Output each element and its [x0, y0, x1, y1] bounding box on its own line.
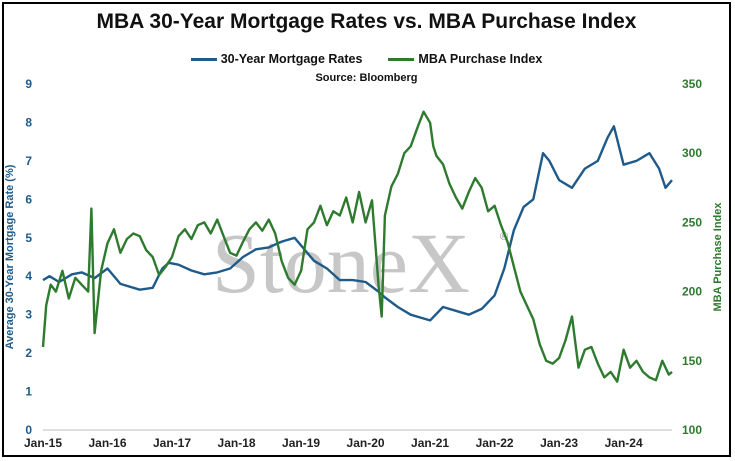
y-left-tick-label: 4 — [25, 269, 32, 283]
x-tick-label: Jan-21 — [411, 436, 449, 450]
watermark-text: StoneX — [212, 215, 470, 311]
legend-label-mortgage: 30-Year Mortgage Rates — [220, 52, 363, 66]
legend-swatch-purchase — [388, 57, 415, 61]
y-left-tick-label: 0 — [25, 423, 32, 437]
y-left-tick-label: 1 — [25, 385, 32, 399]
y-right-tick-label: 100 — [682, 423, 702, 437]
series-group — [41, 110, 673, 383]
y-right-tick-label: 350 — [682, 77, 702, 91]
x-tick-label: Jan-19 — [282, 436, 320, 450]
legend-item-purchase: MBA Purchase Index — [388, 52, 542, 66]
chart-legend: 30-Year Mortgage Rates MBA Purchase Inde… — [4, 52, 729, 66]
y-right-tick-label: 250 — [682, 215, 702, 229]
y-right-tick-label: 200 — [682, 285, 702, 299]
legend-item-mortgage: 30-Year Mortgage Rates — [190, 52, 363, 66]
x-tick-label: Jan-18 — [218, 436, 256, 450]
y-left-tick-label: 3 — [25, 308, 32, 322]
chart-title: MBA 30-Year Mortgage Rates vs. MBA Purch… — [96, 10, 637, 33]
y-left-tick-label: 2 — [25, 346, 32, 360]
chart-source: Source: Bloomberg — [315, 72, 418, 84]
y-axis-right-label: MBA Purchase Index — [712, 202, 724, 312]
y-axis-left-label: Average 30-Year Mortgage Rate (%) — [4, 164, 16, 349]
x-tick-label: Jan-24 — [605, 436, 643, 450]
x-tick-label: Jan-17 — [153, 436, 191, 450]
x-tick-label: Jan-16 — [88, 436, 126, 450]
y-left-tick-label: 6 — [25, 192, 32, 206]
y-left-tick-label: 8 — [25, 115, 32, 129]
y-left-tick-label: 5 — [25, 231, 32, 245]
x-tick-label: Jan-20 — [347, 436, 385, 450]
y-right-tick-label: 150 — [682, 354, 702, 368]
legend-swatch-mortgage — [190, 57, 217, 61]
x-tick-label: Jan-22 — [476, 436, 514, 450]
watermark-registered-mark: ® — [500, 231, 508, 243]
series-line-purchase-index — [41, 110, 673, 383]
y-left-tick-label: 7 — [25, 154, 32, 168]
y-left-tick-label: 9 — [25, 77, 32, 91]
x-tick-label: Jan-15 — [24, 436, 62, 450]
y-right-tick-label: 300 — [682, 146, 702, 160]
legend-label-purchase: MBA Purchase Index — [418, 52, 543, 66]
axes-group: Jan-15 Jan-16 Jan-17 Jan-18 Jan-19 Jan-20 Jan-… — [24, 77, 702, 450]
chart-frame: MBA 30-Year Mortgage Rates vs. MBA Purch… — [2, 2, 731, 457]
x-tick-label: Jan-23 — [540, 436, 578, 450]
